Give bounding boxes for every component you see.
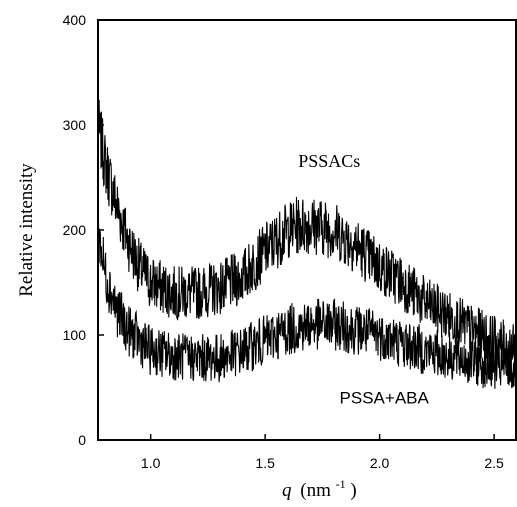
x-tick-label: 2.5 xyxy=(484,455,504,471)
y-tick-label: 100 xyxy=(63,327,87,343)
y-tick-label: 200 xyxy=(63,222,87,238)
x-axis-label-symbol: q xyxy=(282,480,292,501)
ticks-layer: 0 100 200 300 400 1.0 1.5 2.0 2.5 xyxy=(63,12,504,471)
x-tick-label: 2.0 xyxy=(370,455,390,471)
series-layer xyxy=(97,99,517,389)
y-tick-label: 300 xyxy=(63,117,87,133)
y-tick-label: 400 xyxy=(63,12,87,28)
x-axis-label-exponent: -1 xyxy=(336,477,346,491)
y-axis-label: Relative intensity xyxy=(16,163,37,297)
x-axis-label-unit: (nm xyxy=(300,480,331,501)
series-label-1: PSSACs xyxy=(298,151,360,171)
x-tick-label: 1.0 xyxy=(141,455,161,471)
series-line-1 xyxy=(97,99,517,373)
x-axis-label-close: ) xyxy=(350,480,356,501)
series-line-2 xyxy=(97,214,517,389)
annotations-layer: PSSACs PSSA+ABA xyxy=(298,151,429,407)
x-axis-label: q (nm -1 ) xyxy=(282,472,357,501)
series-label-2: PSSA+ABA xyxy=(340,388,430,407)
x-tick-label: 1.5 xyxy=(255,455,275,471)
y-tick-label: 0 xyxy=(78,432,86,448)
